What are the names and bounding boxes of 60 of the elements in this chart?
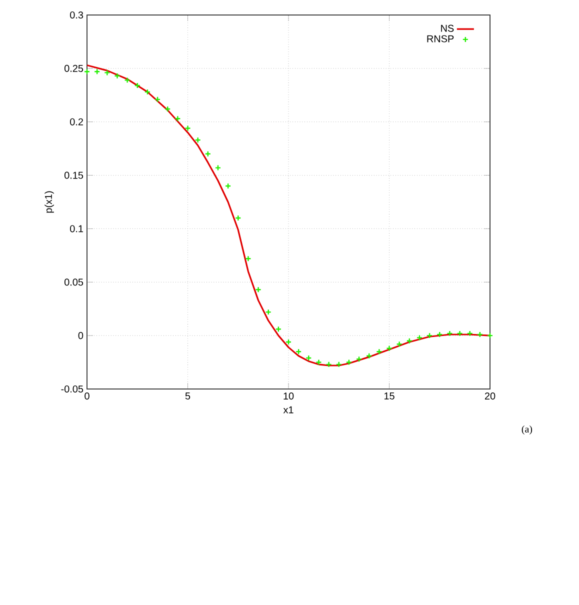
point	[275, 326, 282, 332]
point	[104, 70, 110, 76]
legend-label: NS	[441, 24, 454, 32]
line-series	[87, 64, 490, 366]
point	[245, 256, 252, 262]
x-tick-label: 10	[284, 392, 294, 400]
point	[214, 164, 222, 171]
y-tick-label: 0.2	[70, 118, 83, 126]
point	[346, 359, 352, 366]
point	[306, 354, 312, 362]
point	[84, 68, 90, 75]
text: (a)	[522, 425, 532, 435]
point	[204, 150, 211, 157]
point	[316, 359, 322, 366]
point	[174, 116, 181, 122]
point	[194, 136, 201, 144]
point	[285, 338, 292, 346]
point	[456, 330, 463, 337]
x-tick-label: 5	[185, 392, 190, 400]
point	[154, 96, 161, 102]
point	[326, 361, 332, 368]
point	[114, 72, 120, 79]
point	[144, 88, 151, 96]
point	[406, 338, 412, 344]
point	[235, 214, 242, 222]
x-tick-label: 0	[84, 392, 90, 400]
point	[396, 341, 402, 348]
x-axis-title: x1	[283, 406, 294, 414]
point	[295, 348, 302, 355]
point	[466, 330, 473, 337]
y-tick-label: 0.1	[70, 225, 84, 232]
point	[416, 334, 423, 341]
point	[356, 356, 362, 362]
point	[164, 106, 171, 112]
legend-label: RNSP	[427, 35, 454, 42]
point	[476, 331, 484, 338]
y-axis-title: p(x1)	[44, 191, 54, 213]
point	[94, 68, 100, 75]
point	[486, 332, 494, 339]
y-tick-label: 0.05	[64, 278, 84, 286]
y-tick-label: 0.25	[64, 64, 84, 72]
point	[184, 125, 191, 132]
point	[386, 345, 392, 352]
point	[255, 286, 262, 293]
point	[265, 308, 272, 316]
point	[134, 82, 140, 89]
point	[446, 330, 453, 337]
point	[436, 331, 443, 338]
point	[426, 332, 433, 339]
point	[366, 352, 372, 359]
y-tick-label: 0.3	[70, 11, 84, 19]
point	[224, 182, 232, 190]
y-tick-label: 0.15	[64, 172, 84, 179]
x-tick-label: 15	[384, 392, 394, 400]
y-tick-label: 0	[78, 332, 84, 340]
y-tick-label: -0.05	[61, 385, 84, 393]
point	[376, 348, 382, 355]
point	[336, 361, 342, 368]
x-tick-label: 20	[484, 392, 496, 400]
point	[124, 77, 130, 84]
